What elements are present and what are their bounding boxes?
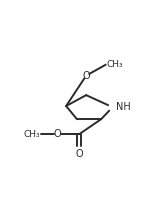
Text: O: O xyxy=(54,129,61,139)
Text: O: O xyxy=(75,149,83,159)
Text: NH: NH xyxy=(116,102,131,112)
Text: CH₃: CH₃ xyxy=(24,130,40,139)
Text: O: O xyxy=(82,71,90,81)
Text: CH₃: CH₃ xyxy=(107,60,123,69)
